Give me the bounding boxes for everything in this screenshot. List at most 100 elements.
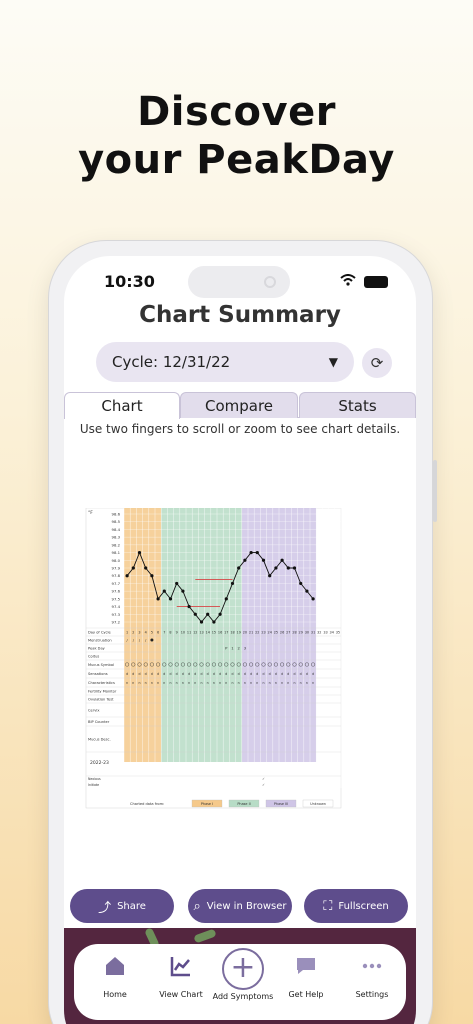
- day-number: 6: [157, 631, 159, 635]
- temperature-point: [175, 581, 179, 586]
- observation-code: d: [151, 672, 153, 676]
- tab-compare[interactable]: Compare: [180, 392, 298, 418]
- tab-stats[interactable]: Stats: [299, 392, 416, 418]
- row-label: Menstruation: [88, 639, 112, 643]
- observation-code: n: [188, 681, 190, 685]
- y-tick-label: 97.9: [112, 566, 121, 571]
- mucus-symbol: [280, 662, 285, 667]
- row-label: BIP Counter: [88, 720, 110, 724]
- day-number: 3: [138, 631, 140, 635]
- observation-code: d: [182, 672, 184, 676]
- observation-code: n: [275, 681, 277, 685]
- nav-get-help[interactable]: Get Help: [271, 954, 341, 999]
- share-button[interactable]: ⤴ Share: [70, 889, 174, 923]
- observation-code: d: [194, 672, 196, 676]
- temperature-point: [237, 566, 241, 570]
- day-number: 15: [212, 631, 216, 635]
- day-number: 2: [132, 631, 134, 635]
- share-label: Share: [117, 900, 146, 912]
- mucus-symbol: [199, 662, 204, 667]
- mucus-symbol: [149, 662, 154, 667]
- menstruation-dot: [150, 638, 154, 642]
- day-number: 11: [187, 631, 191, 635]
- mucus-symbol: [168, 662, 173, 667]
- temperature-point: [156, 597, 160, 601]
- observation-code: n: [287, 681, 289, 685]
- peak-day-mark: P: [225, 646, 228, 651]
- day-number: 16: [218, 631, 222, 635]
- observation-code: n: [244, 681, 246, 685]
- plus-icon: +: [222, 948, 264, 990]
- observation-code: n: [151, 681, 153, 685]
- mucus-symbol: [131, 662, 136, 667]
- legend-swatch: [228, 799, 260, 808]
- temperature-point: [268, 574, 272, 578]
- observation-code: d: [200, 672, 202, 676]
- legend-title: Charted data from:: [130, 802, 164, 806]
- cycle-select[interactable]: Cycle: 12/31/22 ▼: [96, 342, 354, 382]
- nav-view-chart-label: View Chart: [159, 990, 203, 999]
- bottom-tab-bar: Home View Chart + Add Symptoms Get Help …: [74, 944, 406, 1020]
- temperature-point: [206, 612, 210, 616]
- view-in-browser-label: View in Browser: [206, 900, 287, 912]
- day-number: 33: [323, 631, 327, 635]
- nav-home-label: Home: [103, 990, 127, 999]
- legend-label: Unknown: [310, 802, 326, 806]
- camera-icon: [264, 276, 276, 288]
- observation-code: d: [287, 672, 289, 676]
- observation-code: d: [207, 672, 209, 676]
- observation-code: d: [231, 672, 233, 676]
- tab-bar: Chart Compare Stats: [64, 392, 416, 419]
- nav-view-chart[interactable]: View Chart: [146, 954, 216, 999]
- check-mark: ✓: [262, 777, 265, 781]
- observation-code: d: [157, 672, 159, 676]
- nav-home[interactable]: Home: [80, 954, 150, 999]
- day-number: 19: [237, 631, 241, 635]
- y-tick-label: 97.2: [112, 620, 121, 625]
- temperature-point: [181, 589, 185, 593]
- mucus-symbol: [255, 662, 260, 667]
- refresh-button[interactable]: ⟳: [362, 348, 392, 378]
- app-screen: 10:30 Chart Summary Cycle: 12/31/22 ▼ ⟳ …: [64, 256, 416, 1024]
- page-title: Chart Summary: [139, 302, 341, 328]
- observation-code: n: [281, 681, 283, 685]
- observation-code: n: [238, 681, 240, 685]
- day-number: 32: [317, 631, 321, 635]
- observation-code: d: [213, 672, 215, 676]
- observation-code: d: [145, 672, 147, 676]
- observation-code: n: [225, 681, 227, 685]
- observation-code: d: [126, 672, 128, 676]
- mucus-symbol: [143, 662, 148, 667]
- day-number: 22: [255, 631, 259, 635]
- promo-line-2: your PeakDay: [78, 137, 395, 183]
- status-icons: [340, 274, 388, 290]
- menstruation-mark: /: [139, 639, 141, 643]
- day-number: 21: [249, 631, 253, 635]
- temperature-point: [311, 597, 315, 601]
- day-number: 17: [224, 631, 228, 635]
- peak-day-mark: 1: [231, 646, 234, 651]
- home-icon: [106, 957, 124, 975]
- day-number: 4: [145, 631, 147, 635]
- nav-settings[interactable]: Settings: [337, 954, 407, 999]
- fullscreen-icon: ⛶: [323, 898, 333, 914]
- mucus-symbol: [218, 662, 223, 667]
- observation-code: d: [176, 672, 178, 676]
- day-number: 9: [176, 631, 178, 635]
- mucus-symbol: [298, 662, 303, 667]
- fullscreen-button[interactable]: ⛶ Fullscreen: [304, 889, 408, 923]
- status-time: 10:30: [104, 272, 155, 291]
- view-in-browser-button[interactable]: ⌕ View in Browser: [188, 889, 292, 923]
- nav-add-symptoms[interactable]: + Add Symptoms: [208, 948, 278, 1001]
- temperature-point: [305, 589, 309, 593]
- tab-chart[interactable]: Chart: [64, 392, 180, 419]
- day-number: 18: [230, 631, 234, 635]
- observation-code: n: [213, 681, 215, 685]
- y-tick-label: 98.0: [112, 558, 121, 563]
- nav-get-help-label: Get Help: [288, 990, 324, 999]
- observation-code: n: [219, 681, 221, 685]
- day-number: 28: [292, 631, 296, 635]
- day-number: 7: [163, 631, 165, 635]
- cycle-chart[interactable]: 98.6 98.5 98.4 98.3 98.2 98.1 98.0 97.9 97.8 97.7…: [84, 507, 394, 818]
- y-tick-label: 97.8: [112, 573, 121, 578]
